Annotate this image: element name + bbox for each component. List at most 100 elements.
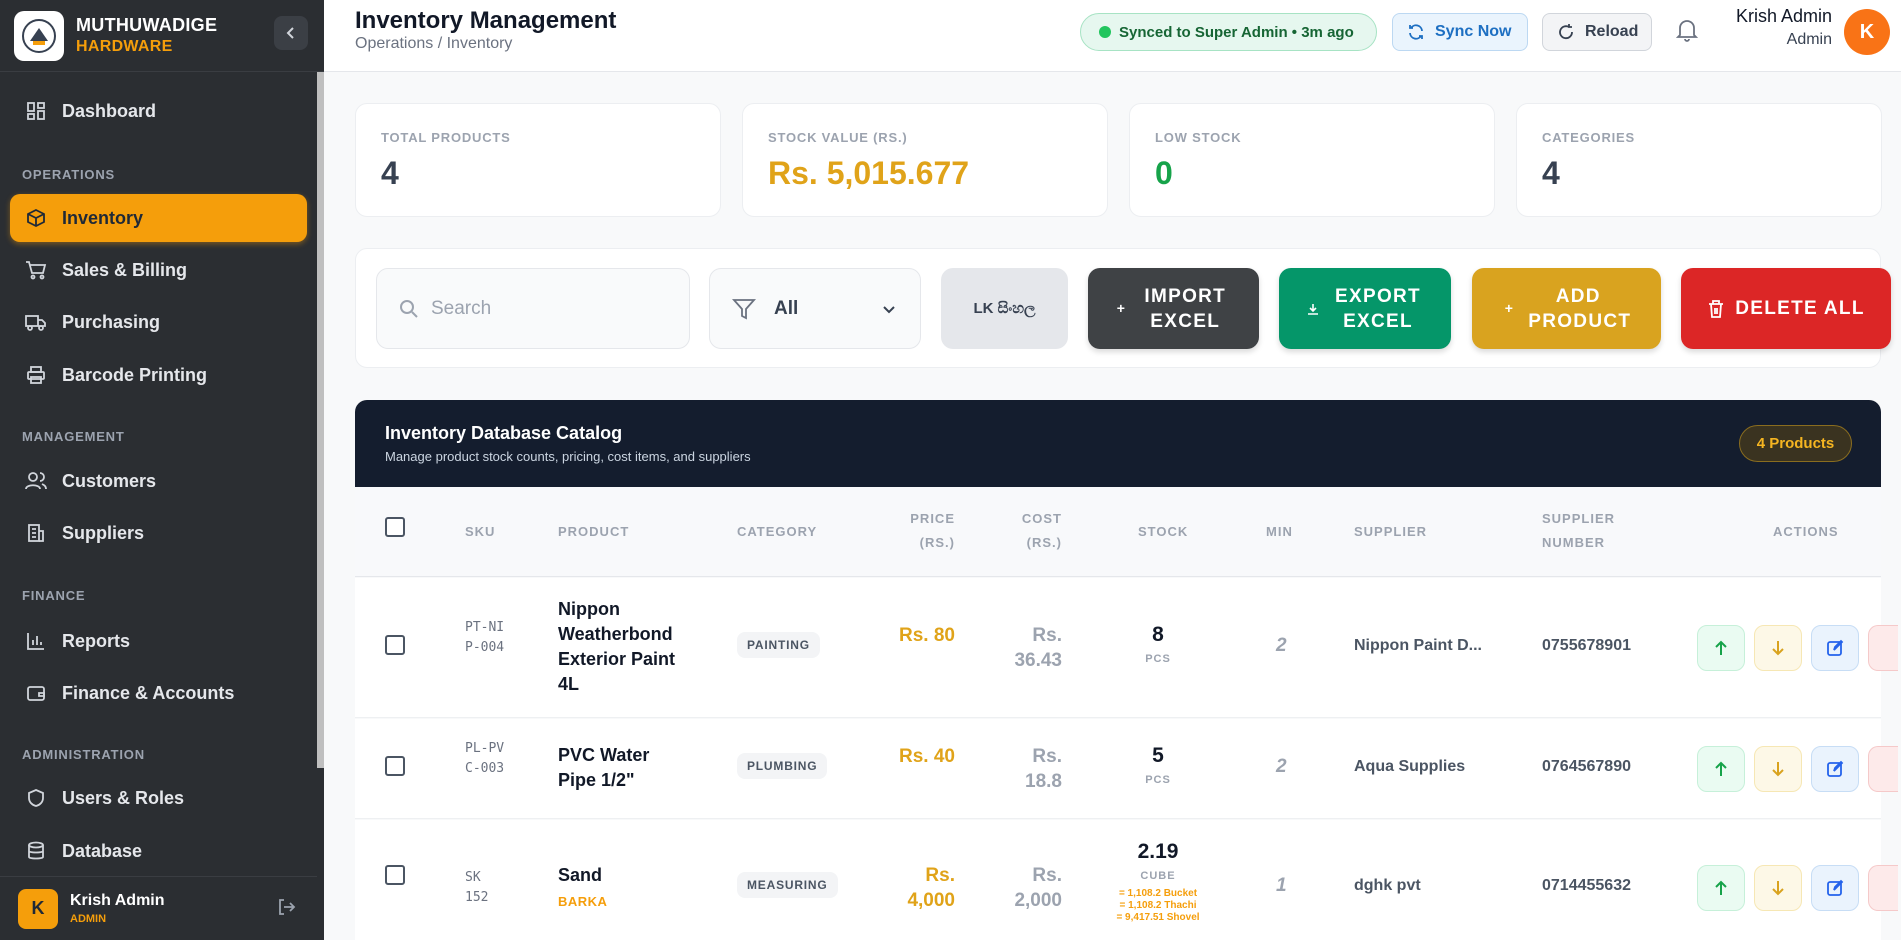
delete-row-button[interactable] xyxy=(1868,746,1898,792)
stock-in-button[interactable] xyxy=(1697,625,1745,671)
package-icon xyxy=(24,206,48,230)
add-product-label: ADD PRODUCT xyxy=(1528,285,1632,332)
delete-all-button[interactable]: DELETE ALL xyxy=(1681,268,1891,349)
sidebar-item-label: Customers xyxy=(62,470,157,491)
supplier-name: Nippon Paint D... xyxy=(1354,637,1482,654)
sidebar-item-suppliers[interactable]: Suppliers xyxy=(10,509,307,557)
avatar[interactable]: K xyxy=(1844,9,1890,55)
table-row[interactable]: PL-PVC-003 PVC Water Pipe 1/2" PLUMBING … xyxy=(355,719,1898,819)
import-excel-button[interactable]: + IMPORT EXCEL xyxy=(1088,268,1259,349)
chevron-left-icon xyxy=(286,27,294,39)
sync-now-button[interactable]: Sync Now xyxy=(1392,13,1528,51)
sidebar-item-finance[interactable]: Finance & Accounts xyxy=(10,669,307,717)
sidebar-item-users[interactable]: Users & Roles xyxy=(10,774,307,822)
search-placeholder: Search xyxy=(431,297,492,319)
section-operations: OPERATIONS xyxy=(22,167,115,182)
edit-button[interactable] xyxy=(1811,746,1859,792)
stat-value: 4 xyxy=(381,155,399,191)
sidebar-item-database[interactable]: Database xyxy=(10,827,307,875)
stat-value: Rs. 5,015.677 xyxy=(768,155,970,191)
column-header-supplier[interactable]: SUPPLIER xyxy=(1354,524,1428,539)
stock-in-button[interactable] xyxy=(1697,746,1745,792)
sidebar-user: K Krish Admin ADMIN xyxy=(0,876,317,940)
sidebar-scrollbar[interactable] xyxy=(317,72,324,768)
row-checkbox[interactable] xyxy=(385,635,405,655)
sidebar-item-inventory[interactable]: Inventory xyxy=(10,194,307,242)
sidebar-item-label: Purchasing xyxy=(62,311,161,332)
wallet-icon xyxy=(24,681,48,705)
sidebar-item-dashboard[interactable]: Dashboard xyxy=(10,87,307,135)
shield-icon xyxy=(24,786,48,810)
sidebar-item-label: Inventory xyxy=(62,207,144,228)
stock-in-button[interactable] xyxy=(1697,865,1745,911)
stock-cell: 5 PCS xyxy=(1118,744,1198,786)
arrow-up-icon xyxy=(1715,640,1727,655)
logout-icon[interactable] xyxy=(276,897,296,922)
category-label: PAINTING xyxy=(737,632,820,658)
column-header-sku[interactable]: SKU xyxy=(465,524,496,539)
edit-button[interactable] xyxy=(1811,865,1859,911)
column-header-supplier-number[interactable]: SUPPLIER NUMBER xyxy=(1542,511,1616,550)
product-count-badge: 4 Products xyxy=(1739,425,1852,462)
category-filter-select[interactable]: All xyxy=(709,268,921,349)
sidebar-item-purchasing[interactable]: Purchasing xyxy=(10,298,307,346)
reload-label: Reload xyxy=(1585,23,1639,40)
plus-icon: + xyxy=(1504,300,1515,316)
stock-out-button[interactable] xyxy=(1754,625,1802,671)
header-user-role: Admin xyxy=(1786,31,1832,48)
category-label: PLUMBING xyxy=(737,753,828,779)
sidebar-item-barcode[interactable]: Barcode Printing xyxy=(10,351,307,399)
price: Rs. 40 xyxy=(899,746,955,767)
column-header-price[interactable]: PRICE (RS.) xyxy=(910,511,955,550)
brand-name: MUTHUWADIGE xyxy=(76,14,218,35)
table-row[interactable]: SK 152 Sand BARKA MEASURING Rs. 4,000 Rs… xyxy=(355,820,1898,940)
cost: Rs. 18.8 xyxy=(1025,746,1062,792)
min-stock: 1 xyxy=(1276,875,1287,896)
stock-value: 2.19 xyxy=(1137,840,1179,863)
edit-icon xyxy=(1827,760,1844,777)
stock-cell: 2.19 CUBE = 1,108.2 Bucket = 1,108.2 Tha… xyxy=(1108,840,1208,924)
sidebar-item-sales[interactable]: Sales & Billing xyxy=(10,246,307,294)
header-user-name: Krish Admin xyxy=(1735,6,1832,26)
row-checkbox[interactable] xyxy=(385,756,405,776)
sidebar-item-label: Users & Roles xyxy=(62,787,185,808)
sidebar-item-reports[interactable]: Reports xyxy=(10,617,307,665)
column-header-product[interactable]: PRODUCT xyxy=(558,524,630,539)
search-input[interactable]: Search xyxy=(376,268,690,349)
column-header-stock[interactable]: STOCK xyxy=(1138,524,1189,539)
brand-logo xyxy=(14,10,64,61)
stat-card-total-products: TOTAL PRODUCTS 4 xyxy=(355,103,721,217)
download-icon xyxy=(1308,303,1318,315)
reload-button[interactable]: Reload xyxy=(1542,13,1652,51)
unit-conversions: = 1,108.2 Bucket = 1,108.2 Thachi = 9,41… xyxy=(1108,888,1208,924)
bell-icon[interactable] xyxy=(1675,18,1699,47)
stock-out-button[interactable] xyxy=(1754,865,1802,911)
export-excel-button[interactable]: EXPORT EXCEL xyxy=(1279,268,1451,349)
delete-row-button[interactable] xyxy=(1868,865,1898,911)
sidebar-item-label: Dashboard xyxy=(62,100,157,121)
section-administration: ADMINISTRATION xyxy=(22,747,145,762)
column-header-min[interactable]: MIN xyxy=(1266,524,1293,539)
collapse-sidebar-button[interactable] xyxy=(274,16,308,50)
sidebar-item-customers[interactable]: Customers xyxy=(10,457,307,505)
category-badge: PLUMBING xyxy=(737,753,828,779)
edit-button[interactable] xyxy=(1811,625,1859,671)
stock-out-button[interactable] xyxy=(1754,746,1802,792)
delete-row-button[interactable] xyxy=(1868,625,1898,671)
topbar: Inventory Management Operations / Invent… xyxy=(324,0,1901,72)
conversion-bucket: = 1,108.2 Bucket xyxy=(1118,888,1198,899)
sync-status-text: Synced to Super Admin • 3m ago xyxy=(1119,23,1354,41)
conversion-thachi: = 1,108.2 Thachi xyxy=(1119,900,1197,911)
stat-card-low-stock: LOW STOCK 0 xyxy=(1129,103,1495,217)
sidebar-item-label: Database xyxy=(62,840,143,861)
add-product-button[interactable]: + ADD PRODUCT xyxy=(1472,268,1661,349)
table-row[interactable]: PT-NIP-004 Nippon Weatherbond Exterior P… xyxy=(355,578,1898,718)
section-management: MANAGEMENT xyxy=(22,429,125,444)
export-excel-label: EXPORT EXCEL xyxy=(1335,285,1421,332)
column-header-cost[interactable]: COST (RS.) xyxy=(1021,511,1062,550)
column-header-category[interactable]: CATEGORY xyxy=(737,524,818,539)
language-toggle-button[interactable]: LK සිංහල xyxy=(941,268,1068,349)
select-all-checkbox[interactable] xyxy=(385,517,405,537)
avatar: K xyxy=(18,888,58,929)
row-checkbox[interactable] xyxy=(385,865,405,885)
